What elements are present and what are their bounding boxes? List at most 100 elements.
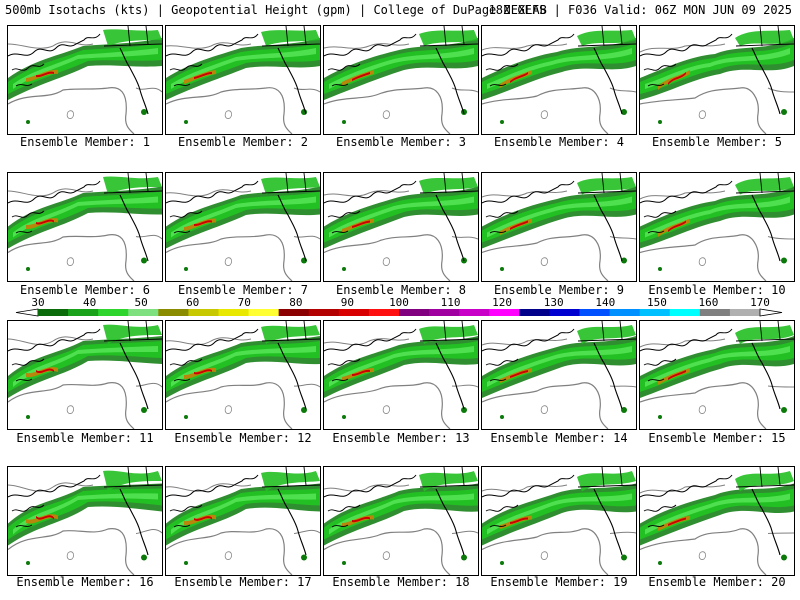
coastline: [485, 504, 519, 528]
colorbar-segment: [459, 309, 490, 316]
colorbar-segment: [609, 309, 641, 316]
ensemble-member-map: [481, 320, 637, 430]
jet-max: [194, 369, 212, 375]
province-border: [127, 173, 149, 194]
jet-band-inner: [13, 493, 158, 535]
coastline: [640, 474, 733, 498]
us-west-coast: [593, 488, 623, 556]
province-border: [601, 173, 623, 194]
wind-speck: [658, 561, 662, 565]
province-border: [759, 467, 781, 488]
height-contour: [482, 338, 568, 346]
colorbar-segment: [158, 309, 189, 316]
state-border: [261, 338, 320, 342]
jet-band-outer: [482, 38, 636, 100]
colorbar-right-arrow: [759, 308, 783, 317]
island-outline: [698, 257, 707, 266]
ensemble-member-label: Ensemble Member: 3: [335, 135, 467, 149]
island-outline: [66, 405, 75, 414]
us-west-coast: [435, 342, 465, 410]
jet-max: [510, 517, 528, 524]
ensemble-member-label: Ensemble Member: 5: [651, 135, 783, 149]
jet-band-inner: [171, 493, 316, 535]
colorbar-segment: [188, 309, 219, 316]
wind-speck: [26, 120, 30, 124]
state-border: [735, 484, 794, 488]
ensemble-member-label: Ensemble Member: 8: [335, 283, 467, 297]
height-contour: [640, 43, 726, 53]
ensemble-member-map: [481, 25, 637, 135]
coastline: [327, 358, 361, 382]
coastline: [643, 63, 677, 87]
colorbar-tick-label: 80: [289, 297, 302, 309]
colorbar-tick-label: 140: [595, 297, 615, 309]
jet-band-mid: [8, 488, 162, 540]
height-contour: [324, 338, 410, 346]
state-border: [261, 484, 320, 488]
colorbar-segment: [368, 309, 400, 316]
height-contour: [451, 87, 478, 93]
coastline: [482, 328, 575, 352]
colorbar-tick-label: 170: [750, 297, 770, 309]
state-border: [577, 43, 636, 47]
map-canvas: [166, 321, 320, 429]
province-border: [443, 467, 465, 488]
coastline: [485, 63, 519, 87]
height-contour: [767, 532, 794, 534]
state-border: [735, 338, 794, 342]
island-outline: [382, 257, 391, 266]
coastline: [11, 63, 45, 87]
jet-band-inner: [329, 493, 474, 535]
height-contour: [8, 87, 135, 134]
wind-speck: [342, 120, 346, 124]
height-contour: [640, 338, 726, 348]
wind-speck: [781, 554, 787, 561]
ensemble-member-label: Ensemble Member: 15: [648, 431, 786, 445]
state-border: [261, 190, 320, 194]
colorbar-tick-label: 40: [83, 297, 96, 309]
jet-band-mid: [166, 341, 320, 392]
colorbar-segment: [399, 309, 430, 316]
wind-speck: [26, 561, 30, 565]
coastline: [643, 210, 677, 234]
us-west-coast: [435, 488, 465, 556]
coastline: [482, 180, 575, 204]
map-canvas: [640, 26, 794, 134]
height-contour: [609, 531, 636, 534]
ensemble-member-label: Ensemble Member: 13: [332, 431, 470, 445]
island-outline: [698, 405, 707, 414]
map-canvas: [640, 321, 794, 429]
us-west-coast: [119, 47, 149, 115]
coastline: [166, 328, 259, 352]
us-west-coast: [277, 47, 307, 115]
colorbar-segment: [639, 309, 671, 316]
height-contour: [640, 87, 767, 134]
colorbar-tick-label: 100: [389, 297, 409, 309]
jet-max: [510, 72, 528, 83]
coastline: [166, 33, 259, 57]
coastline: [166, 474, 259, 498]
jet-band-inner: [329, 48, 474, 89]
jet-band-mid: [8, 341, 162, 392]
ensemble-member-label: Ensemble Member: 1: [19, 135, 151, 149]
wind-speck: [342, 415, 346, 419]
ensemble-member-label: Ensemble Member: 17: [174, 575, 312, 589]
state-border: [103, 484, 162, 488]
jet-band-inner: [487, 493, 632, 535]
colorbar-segment: [519, 309, 550, 316]
island-outline: [382, 405, 391, 414]
colorbar-segment: [549, 309, 580, 316]
height-contour: [767, 87, 794, 93]
island-outline: [540, 110, 549, 119]
state-border: [577, 190, 636, 194]
state-border: [577, 484, 636, 488]
wind-speck: [141, 554, 147, 561]
height-contour: [324, 528, 451, 575]
height-contour: [166, 87, 293, 134]
ensemble-member-map: [639, 172, 795, 282]
wind-speck: [500, 415, 504, 419]
coastline: [485, 210, 519, 234]
jet-band-mid: [8, 191, 162, 243]
ensemble-member-map: [639, 466, 795, 576]
us-west-coast: [593, 47, 623, 115]
